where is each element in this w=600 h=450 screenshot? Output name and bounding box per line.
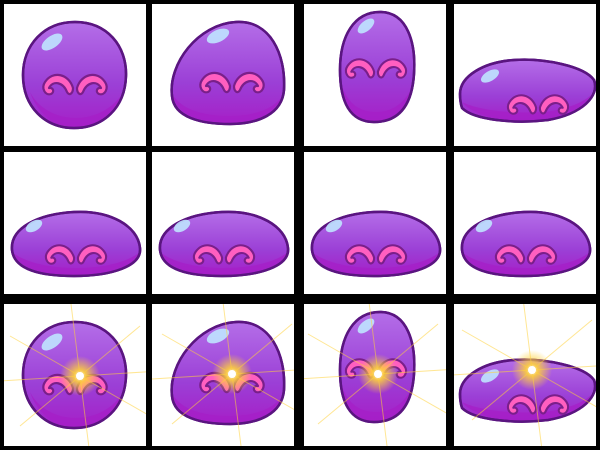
slime-sprite — [310, 210, 442, 278]
slime-body — [170, 20, 286, 126]
sprite-frame — [152, 4, 294, 146]
sparkle-icon — [304, 304, 446, 446]
slime-body — [10, 210, 142, 278]
sprite-frame — [4, 4, 146, 146]
highlight — [475, 219, 493, 233]
highlight — [325, 219, 343, 233]
slime-body — [21, 20, 128, 130]
slime-sprite — [454, 304, 596, 446]
sprite-frame — [454, 304, 596, 446]
highlight — [173, 219, 191, 233]
slime-body — [310, 210, 442, 278]
sprite-frame — [304, 304, 446, 446]
sparkle-icon — [454, 304, 596, 446]
slime-sprite — [458, 58, 596, 123]
mustache-icon — [192, 244, 256, 265]
mustache-icon — [344, 244, 408, 265]
sparkle-icon — [152, 304, 294, 446]
slime-sprite — [4, 304, 146, 446]
highlight — [25, 219, 43, 233]
mustache-icon — [44, 244, 108, 265]
slime-body — [458, 58, 596, 123]
sprite-frame — [454, 4, 596, 146]
slime-body — [158, 210, 290, 278]
sprite-frame — [454, 152, 596, 294]
slime-sprite — [304, 304, 446, 446]
highlight — [41, 333, 63, 351]
highlight — [206, 28, 230, 44]
mustache-icon — [506, 94, 570, 115]
slime-sprite — [152, 304, 294, 446]
highlight — [206, 328, 230, 344]
mustache-icon — [42, 73, 108, 96]
mustache-icon — [494, 244, 558, 265]
slime-sprite — [158, 210, 290, 278]
sprite-frame — [4, 152, 146, 294]
mustache-icon — [344, 58, 408, 79]
slime-sprite — [338, 10, 416, 124]
sprite-frame — [304, 152, 446, 294]
slime-sprite — [21, 20, 128, 130]
mustache-icon — [506, 394, 570, 415]
slime-sprite — [460, 210, 592, 278]
highlight — [480, 69, 500, 83]
sprite-frame — [4, 304, 146, 446]
slime-body — [338, 10, 416, 124]
sprite-frame — [152, 152, 294, 294]
sprite-frame — [304, 4, 446, 146]
slime-sprite — [170, 20, 286, 126]
sparkle-icon — [4, 304, 146, 446]
sprite-frame — [152, 304, 294, 446]
slime-sprite — [10, 210, 142, 278]
highlight — [357, 318, 375, 334]
highlight — [357, 18, 375, 34]
mustache-icon — [199, 71, 265, 94]
slime-body — [460, 210, 592, 278]
highlight — [41, 33, 63, 51]
